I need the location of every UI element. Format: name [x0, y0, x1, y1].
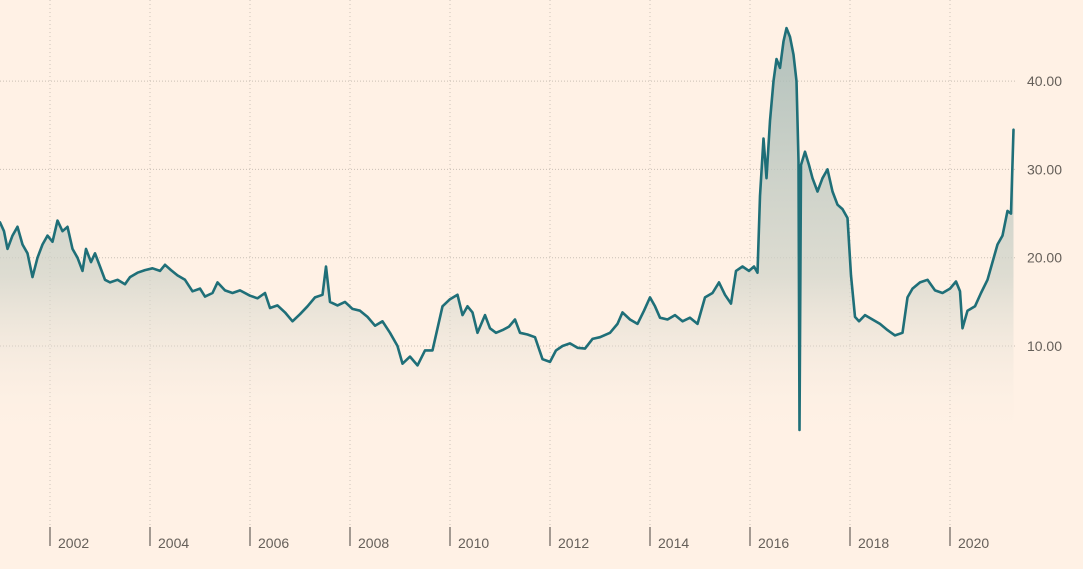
x-tick-label: 2016 [758, 535, 789, 551]
area-fill-layer [0, 28, 1014, 440]
x-tick-label: 2020 [958, 535, 989, 551]
x-tick-label: 2006 [258, 535, 289, 551]
y-tick-label: 10.00 [1027, 338, 1062, 354]
x-tick-label: 2010 [458, 535, 489, 551]
x-tick-label: 2002 [58, 535, 89, 551]
x-tick-label: 2004 [158, 535, 189, 551]
line-layer [0, 26, 1015, 432]
x-tick-label: 2018 [858, 535, 889, 551]
vertical-gridlines [49, 0, 951, 530]
y-tick-label: 30.00 [1027, 161, 1062, 177]
y-tick-label: 20.00 [1027, 250, 1062, 266]
price-line [0, 26, 1015, 432]
x-tick-label: 2008 [358, 535, 389, 551]
area-fill [0, 28, 1014, 440]
y-tick-label: 40.00 [1027, 73, 1062, 89]
y-axis: 10.00 20.00 30.00 40.00 [1027, 73, 1062, 354]
x-tick-label: 2014 [658, 535, 689, 551]
x-tick-label: 2012 [558, 535, 589, 551]
x-axis: 2002 2004 2006 2008 2010 2012 2014 2016 2018 2020 [49, 527, 989, 551]
